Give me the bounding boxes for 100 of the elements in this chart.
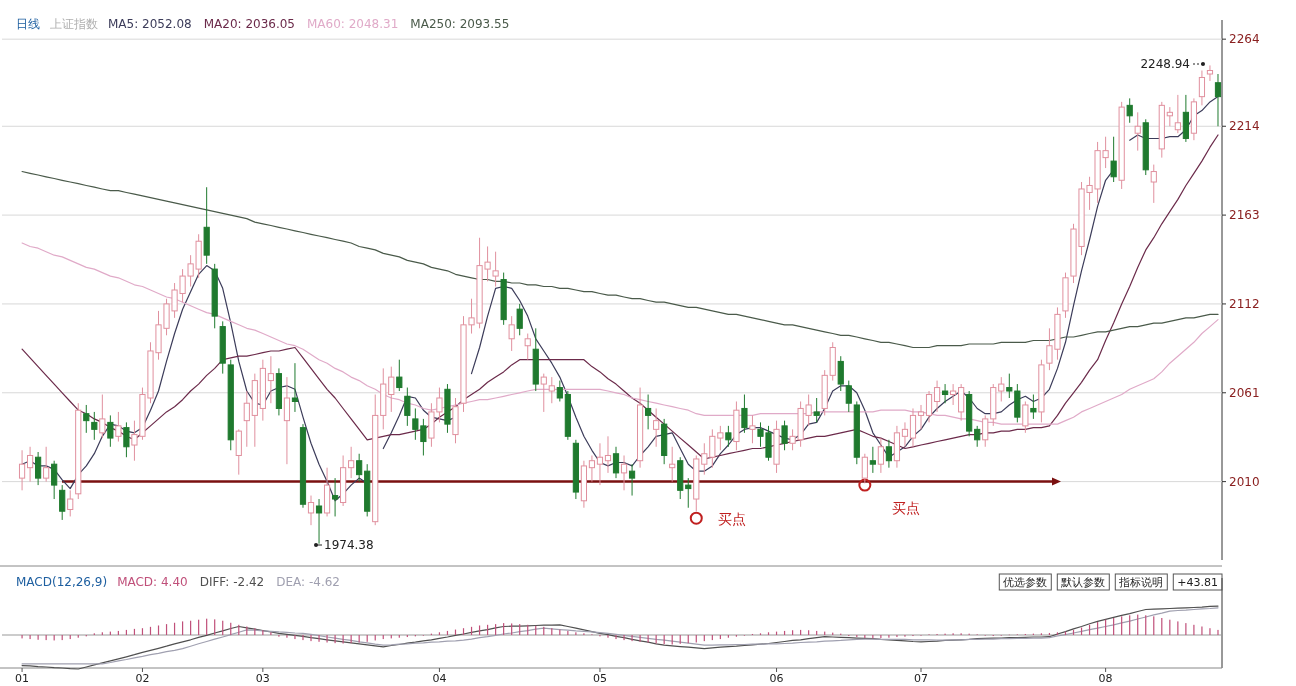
candlestick: [508, 315, 515, 352]
candlestick: [59, 484, 66, 521]
candlestick: [1126, 97, 1133, 124]
text: DIFF: -2.42: [199, 575, 265, 589]
candlestick: [917, 404, 925, 430]
candlestick: [941, 383, 949, 404]
candlestick: [91, 411, 98, 441]
candlestick: [307, 495, 315, 526]
candlestick: [1206, 64, 1214, 82]
text: MA20: 2036.05: [203, 17, 295, 31]
text: MA250: 2093.55: [410, 17, 510, 31]
candlestick: [877, 437, 884, 474]
x-tick-label: 03: [255, 672, 270, 685]
candlestick: [645, 394, 652, 430]
candlestick: [604, 435, 612, 474]
candlestick: [115, 411, 122, 443]
text: MA5: 2052.08: [108, 17, 192, 31]
candlestick: [620, 454, 628, 491]
candlestick: [540, 373, 547, 413]
candlestick: [725, 425, 732, 448]
candlestick: [356, 453, 363, 483]
candlestick: [813, 397, 820, 423]
candlestick: [837, 355, 844, 392]
candlestick: [331, 477, 339, 517]
candlestick: [516, 303, 523, 336]
y-tick-label: 2112: [1229, 296, 1260, 311]
candlestick: [653, 407, 660, 448]
candlestick: [885, 439, 893, 469]
candlestick: [933, 380, 941, 413]
candlestick: [1030, 394, 1037, 420]
x-tick-label: 06: [769, 672, 784, 685]
candlestick: [18, 449, 26, 491]
candlestick: [869, 446, 876, 474]
y-tick-label: 2214: [1229, 119, 1260, 134]
text: 指标说明: [1118, 576, 1164, 589]
candlestick: [925, 390, 933, 423]
candlestick: [685, 477, 692, 509]
candlestick: [107, 414, 114, 448]
annotation: 买点: [892, 500, 920, 516]
candlestick: [596, 442, 604, 486]
y-tick-label: 2264: [1229, 32, 1260, 47]
candlestick: [291, 362, 299, 413]
candlestick: [1150, 164, 1157, 204]
candlestick: [524, 333, 531, 361]
candlestick: [749, 414, 756, 444]
candlestick: [243, 390, 250, 448]
chart-subtitle: 上证指数: [50, 17, 98, 31]
candlestick: [123, 421, 130, 458]
x-tick-label: 07: [914, 672, 929, 685]
candlestick: [1174, 94, 1181, 134]
candlestick: [348, 446, 355, 479]
line-series: [21, 170, 1219, 349]
candlestick: [283, 376, 291, 465]
annotation: 买点: [718, 511, 746, 527]
candlestick: [396, 359, 403, 392]
candlestick: [909, 407, 917, 448]
candlestick: [901, 421, 909, 448]
candlestick: [51, 460, 58, 500]
candlestick: [99, 394, 106, 439]
candlestick: [35, 451, 42, 486]
text: MA60: 2048.31: [307, 17, 399, 31]
y-tick-label: 2010: [1229, 474, 1260, 489]
candlestick: [1134, 111, 1141, 152]
y-tick-label: 2061: [1229, 385, 1260, 400]
candlestick: [588, 454, 596, 483]
candlestick: [861, 453, 868, 484]
candlestick: [83, 404, 90, 434]
candlestick: [43, 446, 50, 483]
x-tick-label: 02: [135, 672, 150, 685]
candlestick: [741, 394, 748, 434]
x-tick-label: 01: [15, 672, 30, 685]
annotation: 1974.38: [324, 538, 374, 552]
candlestick: [492, 251, 499, 288]
candlestick: [1198, 70, 1206, 106]
candlestick: [1110, 136, 1117, 183]
candlestick: [556, 380, 563, 402]
candlestick: [404, 387, 411, 427]
x-tick-label: 04: [432, 672, 447, 685]
candlestick: [548, 376, 555, 404]
text: DEA: -4.62: [276, 575, 340, 589]
candlestick: [982, 414, 989, 448]
candlestick: [950, 383, 957, 406]
candlestick: [628, 463, 636, 497]
candlestick: [1022, 400, 1029, 434]
candlestick: [267, 355, 274, 404]
annotation: 2248.94: [1140, 57, 1190, 71]
x-tick-label: 05: [592, 672, 607, 685]
candlestick: [612, 446, 620, 479]
candlestick: [974, 425, 981, 448]
candlestick: [67, 489, 74, 517]
text: MACD: 4.40: [117, 575, 188, 589]
chart-title: MACD(12,26,9): [16, 575, 108, 589]
y-tick-label: 2163: [1229, 208, 1260, 223]
text: +43.81: [1177, 576, 1218, 589]
text: 优选参数: [1003, 576, 1048, 589]
candlestick: [781, 420, 788, 451]
candlestick: [26, 446, 34, 483]
text: 默认参数: [1060, 576, 1106, 589]
chart-title: 日线: [16, 17, 40, 31]
x-tick-label: 08: [1098, 672, 1113, 685]
